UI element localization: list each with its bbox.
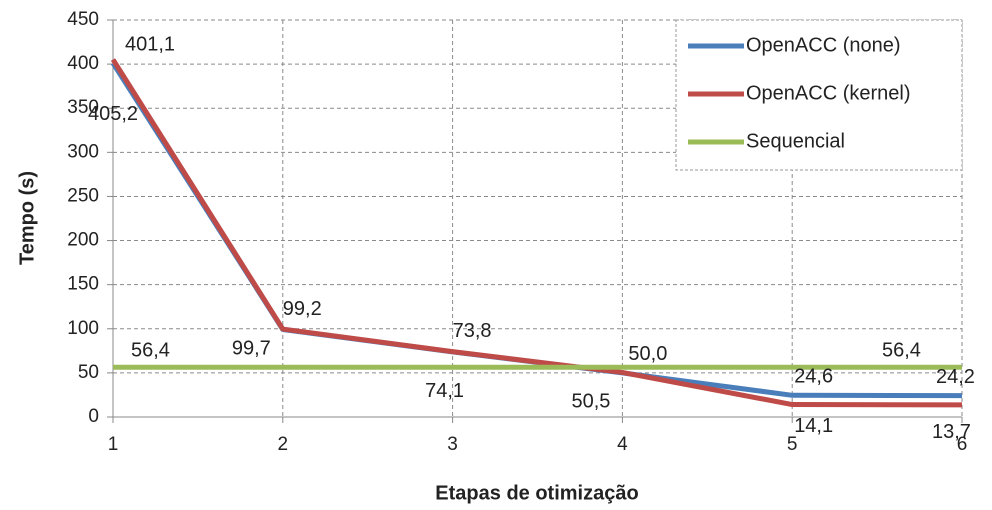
data-label: 24,2 <box>936 366 975 388</box>
y-tick-label: 0 <box>88 406 99 427</box>
data-label: 50,5 <box>571 391 610 413</box>
data-label: 405,2 <box>88 103 138 125</box>
x-axis-title: Etapas de otimização <box>435 482 638 504</box>
y-tick-label: 150 <box>67 274 99 295</box>
data-label: 74,1 <box>425 380 464 402</box>
x-tick-label: 2 <box>278 434 289 455</box>
data-label: 56,4 <box>882 340 921 362</box>
data-label: 73,8 <box>453 320 492 342</box>
x-tick-label: 5 <box>787 434 798 455</box>
data-label: 24,6 <box>794 366 833 388</box>
x-tick-label: 3 <box>447 434 458 455</box>
data-label: 401,1 <box>125 33 175 55</box>
series-line <box>110 58 963 408</box>
data-label: 50,0 <box>628 343 667 365</box>
x-tick-label: 4 <box>617 434 628 455</box>
x-tick-label: 6 <box>957 434 968 455</box>
data-label: 14,1 <box>794 415 833 437</box>
y-tick-label: 350 <box>67 97 99 118</box>
data-label: 99,2 <box>283 298 322 320</box>
x-tick-label: 1 <box>108 434 119 455</box>
y-tick-label: 450 <box>67 9 99 30</box>
y-tick-label: 50 <box>78 362 99 383</box>
legend-label: OpenACC (none) <box>746 34 901 56</box>
y-tick-label: 200 <box>67 230 99 251</box>
y-axis-title: Tempo (s) <box>16 171 38 265</box>
y-tick-label: 400 <box>67 53 99 74</box>
data-label: 13,7 <box>932 421 971 443</box>
legend-label: Sequencial <box>746 130 845 152</box>
y-tick-label: 100 <box>67 318 99 339</box>
data-label: 99,7 <box>232 337 271 359</box>
legend-label: OpenACC (kernel) <box>746 82 911 104</box>
y-tick-label: 300 <box>67 141 99 162</box>
y-tick-label: 250 <box>67 185 99 206</box>
data-label: 56,4 <box>131 340 170 362</box>
